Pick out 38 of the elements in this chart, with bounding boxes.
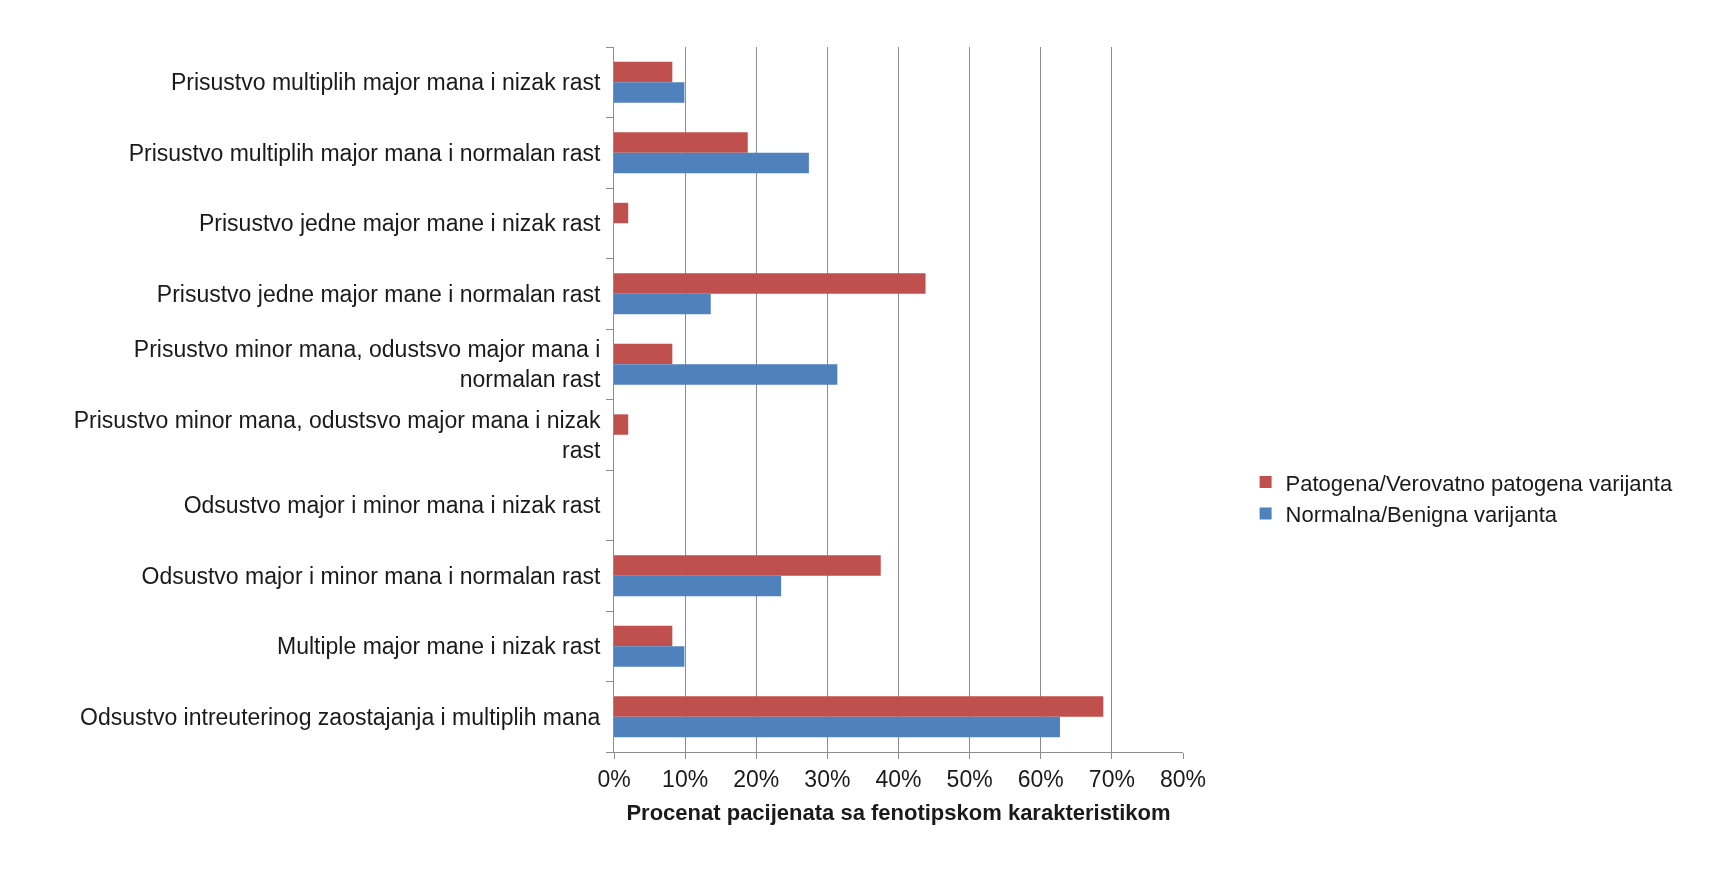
bar	[614, 716, 1060, 738]
bar	[614, 575, 782, 597]
y-tick-label: Odsustvo intreuterinog zaostajanja i multiplih mana	[80, 703, 601, 730]
legend-label: Normalna/Benigna varijanta	[1285, 502, 1558, 528]
bar	[614, 625, 673, 647]
bar	[614, 152, 809, 174]
bar	[614, 646, 685, 667]
bar	[614, 555, 881, 576]
bar	[614, 132, 748, 153]
bar	[614, 364, 838, 385]
x-tick-label: 10%	[662, 765, 709, 792]
bar	[614, 343, 673, 365]
y-tick-label: Odsustvo major i minor mana i nizak rast	[183, 492, 601, 519]
bar	[614, 696, 1104, 717]
bar	[614, 202, 629, 224]
x-tick-label: 30%	[804, 765, 851, 792]
y-tick-label: Prisustvo multiplih major mana i nizak rast	[170, 69, 601, 96]
bar	[614, 82, 685, 103]
x-tick-label: 0%	[597, 765, 631, 792]
bar	[614, 293, 711, 315]
bar	[614, 61, 673, 83]
x-tick-label: 20%	[733, 765, 780, 792]
x-tick-label: 80%	[1159, 765, 1207, 792]
y-tick-label: Odsustvo major i minor mana i normalan rast	[141, 562, 602, 589]
bar	[614, 273, 926, 294]
x-axis-title: Procenat pacijenata sa fenotipskom karakteristikom	[626, 800, 1171, 826]
y-tick-label: Prisustvo multiplih major mana i normalan rast	[128, 139, 602, 166]
x-tick-label: 40%	[875, 765, 922, 792]
x-tick-label: 70%	[1088, 765, 1135, 792]
y-tick-label: Multiple major mane i nizak rast	[276, 633, 601, 660]
bar	[614, 414, 629, 435]
y-tick-label: Prisustvo minor mana, odustsvo major mana i nizak rast	[73, 406, 602, 463]
y-tick-label: Prisustvo jedne major mane i nizak rast	[199, 210, 602, 237]
x-tick-label: 50%	[946, 765, 993, 792]
y-tick-label: Prisustvo minor mana, odustsvo major mana i normalan rast	[133, 336, 601, 393]
legend-label: Patogena/Verovatno patogena varijanta	[1285, 470, 1673, 496]
x-tick-label: 60%	[1017, 765, 1064, 792]
y-tick-label: Prisustvo jedne major mane i normalan rast	[156, 280, 601, 307]
